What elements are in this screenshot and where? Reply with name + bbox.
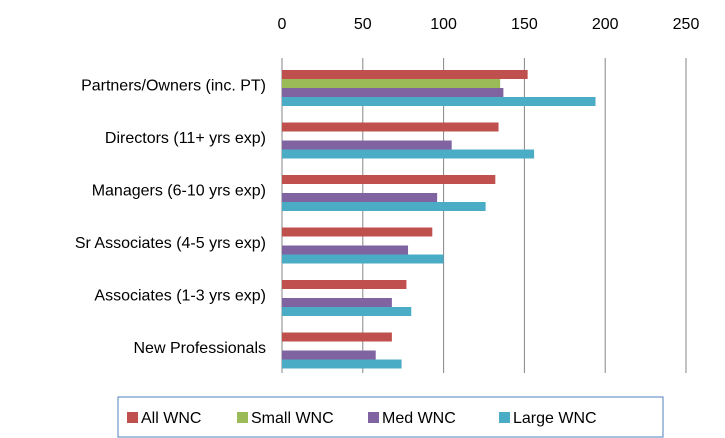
bar <box>282 175 496 184</box>
legend-swatch <box>127 412 138 423</box>
bar <box>282 149 535 159</box>
legend-swatch <box>237 412 248 423</box>
legend-box <box>117 396 664 438</box>
bar <box>282 202 486 211</box>
bar <box>282 70 528 79</box>
bar <box>282 350 376 360</box>
legend-swatch <box>368 412 379 423</box>
bar <box>282 245 409 255</box>
bar <box>282 227 433 237</box>
x-tick-label: 0 <box>278 16 287 33</box>
y-tick-label: Partners/Owners (inc. PT) <box>81 77 266 94</box>
bar <box>282 122 499 132</box>
x-tick-label: 50 <box>354 16 372 33</box>
legend-swatch <box>499 412 510 423</box>
y-tick-label: Directors (11+ yrs exp) <box>105 130 266 147</box>
bar <box>282 254 444 264</box>
bar <box>282 307 412 316</box>
bar <box>282 298 392 307</box>
y-tick-label: New Professionals <box>134 340 267 357</box>
y-tick-label: Sr Associates (4-5 yrs exp) <box>75 235 266 252</box>
y-tick-label: Managers (6-10 yrs exp) <box>92 182 266 199</box>
bar <box>282 193 438 202</box>
x-tick-label: 150 <box>511 16 538 33</box>
bar <box>282 332 392 342</box>
legend-label: Med WNC <box>382 410 456 427</box>
legend-label: Small WNC <box>251 410 334 427</box>
x-tick-label: 200 <box>592 16 619 33</box>
x-tick-label: 100 <box>430 16 457 33</box>
bar <box>282 97 596 106</box>
bar <box>282 359 402 369</box>
bar <box>282 280 407 289</box>
legend-label: Large WNC <box>513 410 597 427</box>
bar <box>282 79 501 88</box>
legend-label: All WNC <box>141 410 201 427</box>
bar <box>282 88 504 97</box>
x-tick-label: 250 <box>673 16 700 33</box>
y-tick-label: Associates (1-3 yrs exp) <box>94 287 266 304</box>
bar <box>282 140 452 150</box>
